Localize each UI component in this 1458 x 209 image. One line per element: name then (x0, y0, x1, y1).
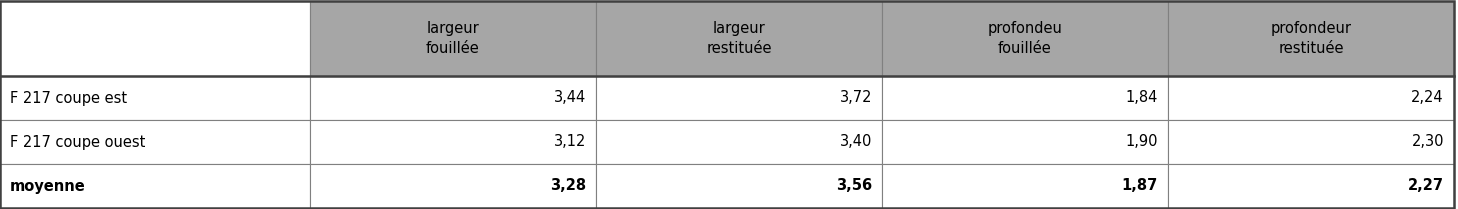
Bar (1168, 1, 1454, 76)
Text: 3,56: 3,56 (835, 178, 872, 194)
Text: profondeu
fouillée: profondeu fouillée (987, 21, 1063, 56)
Bar (882, 76, 1168, 120)
Text: 1,87: 1,87 (1121, 178, 1158, 194)
Bar (596, 164, 882, 208)
Text: moyenne: moyenne (10, 178, 86, 194)
Bar (311, 164, 596, 208)
Text: 3,44: 3,44 (554, 90, 586, 106)
Bar (1168, 120, 1454, 164)
Text: F 217 coupe ouest: F 217 coupe ouest (10, 135, 146, 149)
Bar (0, 1, 311, 76)
Text: 2,30: 2,30 (1411, 135, 1443, 149)
Bar (596, 76, 882, 120)
Bar (0, 120, 311, 164)
Bar (596, 120, 882, 164)
Text: 1,90: 1,90 (1126, 135, 1158, 149)
Text: 3,72: 3,72 (840, 90, 872, 106)
Bar (0, 164, 311, 208)
Bar (311, 120, 596, 164)
Text: 2,24: 2,24 (1411, 90, 1443, 106)
Text: 3,12: 3,12 (554, 135, 586, 149)
Bar (1168, 164, 1454, 208)
Text: 3,28: 3,28 (550, 178, 586, 194)
Bar (311, 76, 596, 120)
Text: 3,40: 3,40 (840, 135, 872, 149)
Bar (882, 120, 1168, 164)
Bar (311, 1, 596, 76)
Bar (0, 76, 311, 120)
Bar (1168, 76, 1454, 120)
Bar (882, 1, 1168, 76)
Text: 1,84: 1,84 (1126, 90, 1158, 106)
Text: 2,27: 2,27 (1408, 178, 1443, 194)
Text: largeur
restituée: largeur restituée (706, 21, 771, 56)
Bar (596, 1, 882, 76)
Text: largeur
fouillée: largeur fouillée (426, 21, 480, 56)
Text: F 217 coupe est: F 217 coupe est (10, 90, 127, 106)
Text: profondeur
restituée: profondeur restituée (1270, 21, 1352, 56)
Bar (882, 164, 1168, 208)
